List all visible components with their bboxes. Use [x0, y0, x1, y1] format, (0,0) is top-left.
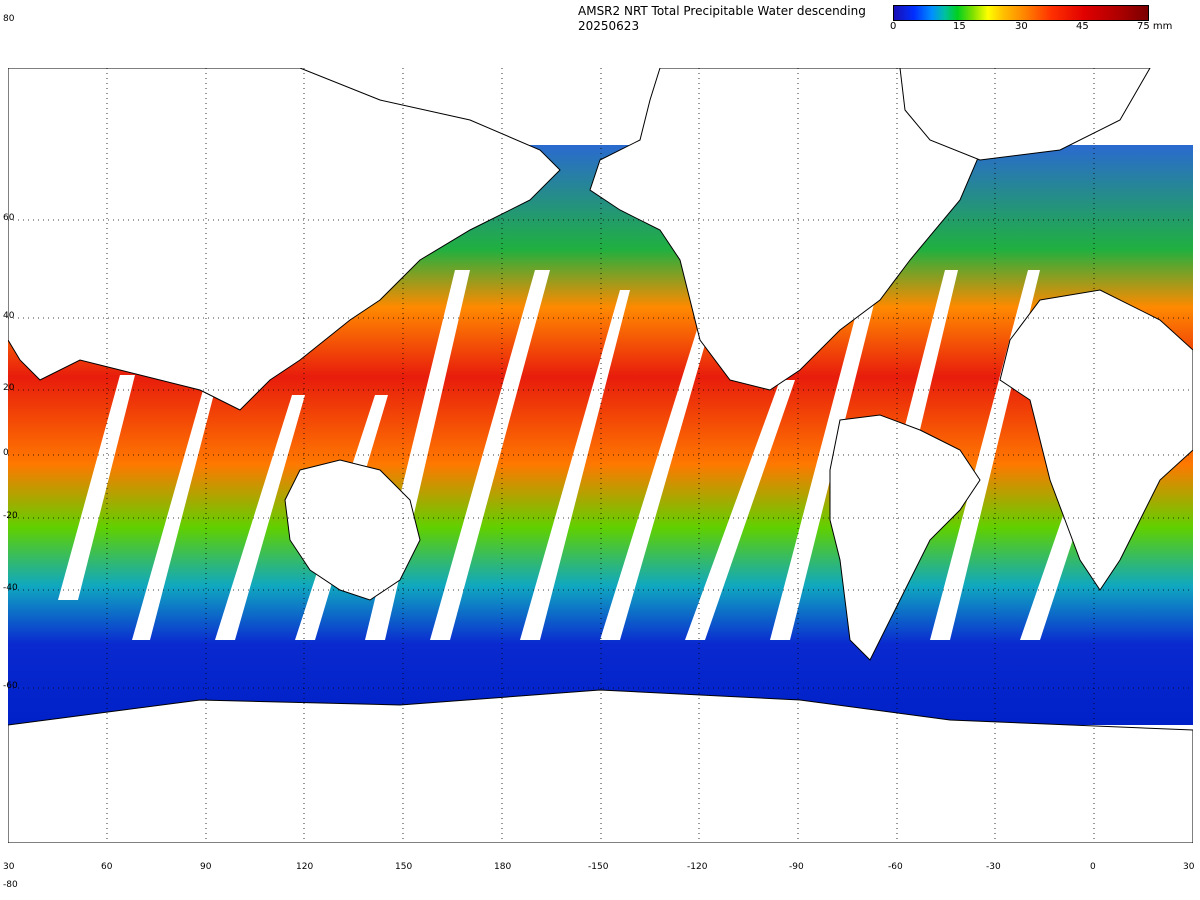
lon-label: 180: [494, 862, 512, 872]
lon-label: 30: [3, 862, 15, 872]
lon-label: -150: [588, 862, 609, 872]
map-title: AMSR2 NRT Total Precipitable Water desce…: [578, 4, 866, 34]
coastlines: [8, 68, 1193, 843]
lon-label: 90: [200, 862, 212, 872]
lon-label: 30: [1183, 862, 1195, 872]
lat-label: 20: [3, 383, 15, 393]
title-line-1: AMSR2 NRT Total Precipitable Water desce…: [578, 4, 866, 18]
lon-label: 120: [296, 862, 314, 872]
lon-label: 60: [101, 862, 113, 872]
colorbar-tick-30: 30: [1015, 21, 1028, 32]
lat-label: -20: [3, 511, 18, 521]
lat-label: -40: [3, 583, 18, 593]
lat-label: 40: [3, 311, 15, 321]
colorbar-tick-0: 0: [890, 21, 897, 32]
colorbar-tick-75: 75 mm: [1137, 21, 1173, 32]
lat-label-top: 80: [3, 14, 15, 24]
lon-label: 0: [1090, 862, 1096, 872]
lon-label: -30: [986, 862, 1001, 872]
lon-label: -90: [789, 862, 804, 872]
lat-label: 0: [3, 448, 9, 458]
lon-label: 150: [395, 862, 413, 872]
lon-label: -120: [687, 862, 708, 872]
title-date: 20250623: [578, 19, 640, 33]
color-scale-bar: [893, 5, 1149, 21]
graticule: [8, 68, 1193, 843]
lat-label: 60: [3, 213, 15, 223]
colorbar-tick-45: 45: [1076, 21, 1089, 32]
lat-label-bottom: -80: [3, 880, 18, 890]
lon-label: -60: [888, 862, 903, 872]
colorbar-tick-15: 15: [953, 21, 966, 32]
lat-label: -60: [3, 681, 18, 691]
